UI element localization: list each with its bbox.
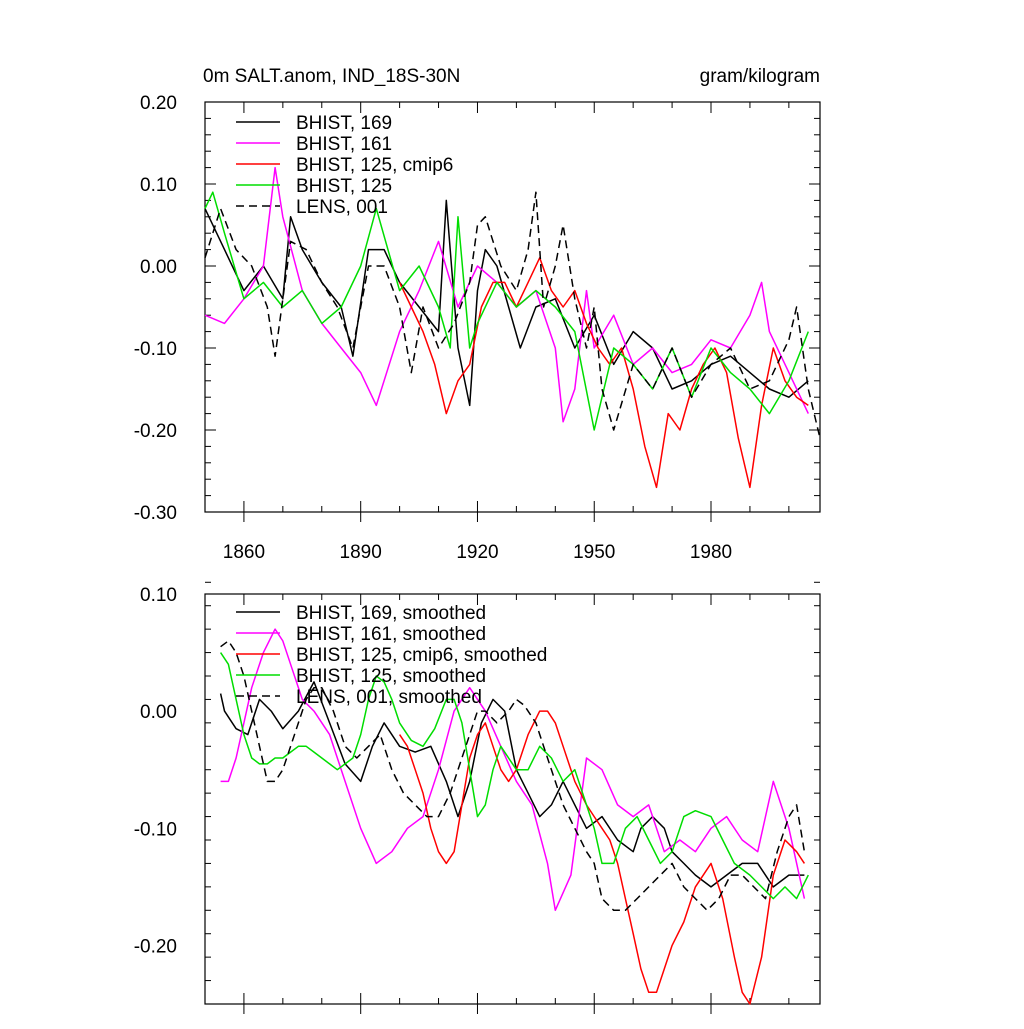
top-ytick-label: 0.20 xyxy=(140,93,177,114)
top-series-line-1 xyxy=(204,199,809,407)
bottom-series-line-3 xyxy=(398,710,806,1005)
top-xtick-label: 1920 xyxy=(456,542,498,563)
top-series-line-3 xyxy=(398,257,809,489)
bottom-panel-series xyxy=(219,628,809,1005)
bottom-panel-ticks xyxy=(204,581,820,1014)
top-ytick-label: -0.20 xyxy=(134,421,177,442)
top-plot-frame xyxy=(204,101,821,513)
bottom-legend-label-3: BHIST, 125, cmip6, smoothed xyxy=(296,645,547,666)
bottom-ytick-label: 0.10 xyxy=(140,585,177,606)
bottom-series-line-5 xyxy=(220,640,806,912)
bottom-ytick-label: 0.00 xyxy=(140,702,177,723)
bottom-legend-label-2: BHIST, 161, smoothed xyxy=(296,624,486,645)
bottom-legend-label-4: BHIST, 125, smoothed xyxy=(296,666,486,687)
top-panel: 0m SALT.anom, IND_18S-30N gram/kilogram … xyxy=(134,66,821,563)
bottom-panel-y-tick-labels: 0.10 0.00 -0.10 -0.20 xyxy=(134,585,177,957)
top-ytick-label: 0.10 xyxy=(140,175,177,196)
top-panel-x-tick-labels: 1860 1890 1920 1950 1980 xyxy=(223,542,732,563)
top-series-line-5 xyxy=(204,191,821,439)
top-panel-y-tick-labels: 0.20 0.10 0.00 -0.10 -0.20 -0.30 xyxy=(134,93,177,524)
bottom-legend-label-1: BHIST, 169, smoothed xyxy=(296,603,486,624)
bottom-legend-label-5: LENS, 001, smoothed xyxy=(296,687,482,708)
top-xtick-label: 1950 xyxy=(573,542,615,563)
top-legend-label-1: BHIST, 169 xyxy=(296,113,392,134)
bottom-plot-frame xyxy=(204,593,821,1005)
top-ytick-label: -0.10 xyxy=(134,339,177,360)
bottom-series-line-1 xyxy=(219,681,805,888)
top-ytick-label: -0.30 xyxy=(134,503,177,524)
top-legend-label-5: LENS, 001 xyxy=(296,197,388,218)
top-panel-title: 0m SALT.anom, IND_18S-30N xyxy=(203,66,460,87)
top-series-line-4 xyxy=(204,191,809,431)
bottom-panel: 0.100.00-0.10-0.20 BHIST, 169, smoothedB… xyxy=(134,581,821,1014)
bottom-series-line-4 xyxy=(219,652,809,900)
top-legend-label-4: BHIST, 125 xyxy=(296,176,392,197)
bottom-ytick-label: -0.20 xyxy=(134,936,177,957)
top-legend-label-3: BHIST, 125, cmip6 xyxy=(296,155,453,176)
bottom-ytick-label: -0.10 xyxy=(134,819,177,840)
top-panel-series xyxy=(204,166,821,489)
top-legend-label-2: BHIST, 161 xyxy=(296,134,392,155)
top-panel-units: gram/kilogram xyxy=(700,66,820,87)
top-xtick-label: 1890 xyxy=(340,542,382,563)
top-xtick-label: 1860 xyxy=(223,542,265,563)
top-xtick-label: 1980 xyxy=(690,542,732,563)
top-ytick-label: 0.00 xyxy=(140,257,177,278)
